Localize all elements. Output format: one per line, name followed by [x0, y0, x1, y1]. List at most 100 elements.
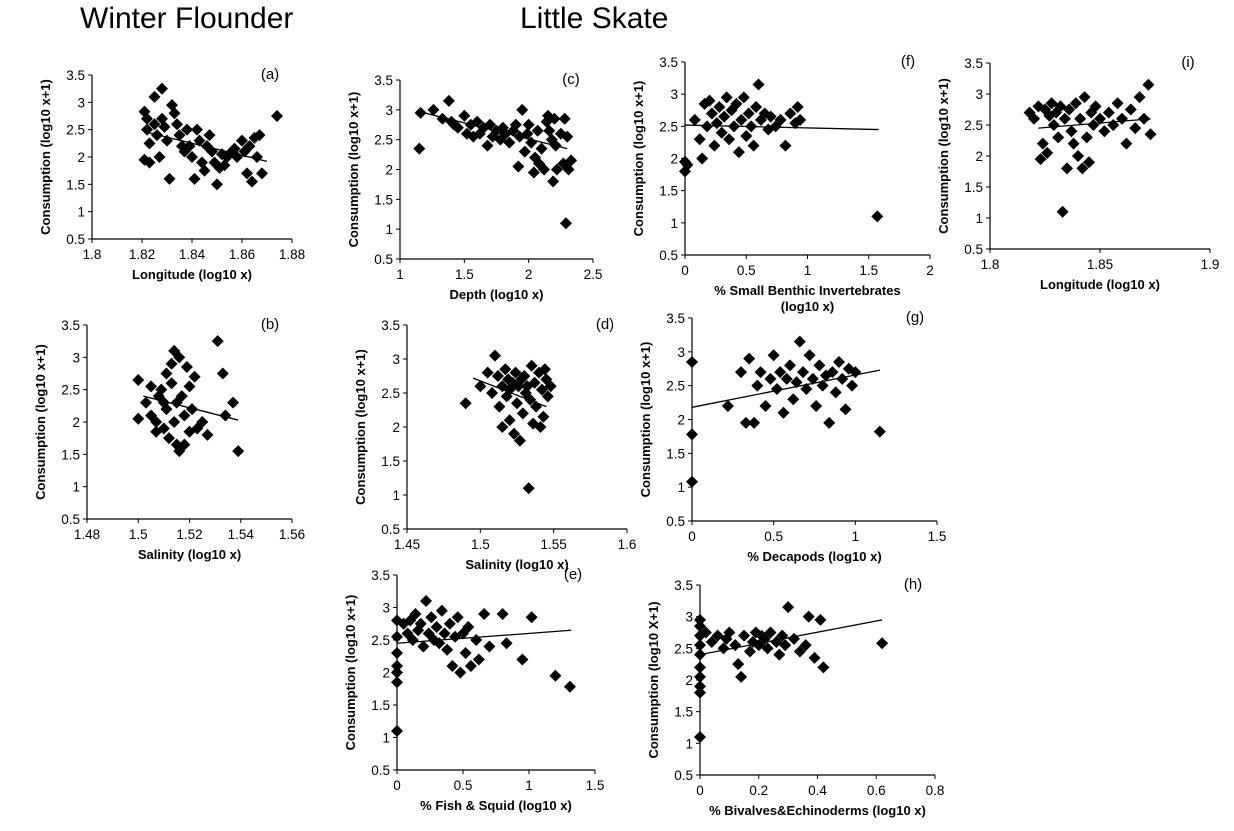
data-point [414, 617, 427, 630]
data-point [740, 129, 753, 142]
data-point [829, 386, 842, 399]
y-tick-label: 2 [677, 413, 685, 428]
y-tick-label: 2 [77, 150, 85, 165]
y-tick-label: 1 [685, 736, 693, 751]
data-point [1107, 119, 1120, 131]
data-point [181, 123, 193, 136]
y-tick-label: 3.5 [674, 578, 693, 593]
data-point [241, 167, 253, 180]
y-tick-label: 1 [392, 488, 400, 503]
panel-a: 0.5 1 1.5 2 2.5 3 3.5 1.8 1.82 1.84 1.86 1.88 Longit… [38, 66, 305, 282]
y-tick-label: 2.5 [659, 119, 678, 134]
x-tick-label: 2 [926, 263, 934, 278]
data-point [413, 142, 426, 155]
x-axis-label: Salinity (log10 x) [465, 557, 568, 572]
data-point [541, 109, 554, 122]
data-point [1098, 125, 1111, 138]
y-tick-label: 3 [385, 103, 393, 118]
data-point [397, 617, 410, 630]
data-point [723, 133, 736, 146]
data-point [531, 124, 544, 137]
panel-label: (b) [261, 316, 279, 333]
data-point [713, 101, 726, 114]
data-point [1094, 112, 1106, 125]
data-point [686, 475, 698, 488]
data-point [178, 409, 191, 422]
data-point [1067, 137, 1080, 150]
data-point [143, 156, 156, 169]
data-point [873, 425, 886, 438]
x-tick-label: 1.5 [859, 263, 878, 278]
trend-line [1038, 118, 1151, 129]
y-tick-label: 0.5 [374, 252, 393, 267]
data-point [791, 101, 804, 114]
data-point [1080, 131, 1093, 144]
y-tick-label: 1.5 [659, 184, 678, 199]
y-tick-label: 3.5 [964, 56, 983, 71]
data-point [1032, 100, 1045, 113]
data-point [735, 366, 747, 379]
data-point [1043, 109, 1056, 122]
data-point [503, 136, 516, 149]
y-tick-label: 0.5 [964, 242, 983, 257]
y-tick-label: 3.5 [371, 568, 390, 583]
x-tick-label: 1.48 [74, 527, 100, 542]
data-point [459, 647, 472, 659]
data-point [742, 107, 755, 120]
y-tick-label: 0.5 [371, 763, 390, 778]
data-point [150, 416, 163, 428]
data-point [1069, 97, 1082, 110]
data-point [793, 645, 806, 658]
data-point [1083, 156, 1095, 169]
trend-line [472, 377, 547, 408]
data-point [1061, 162, 1073, 175]
x-tick-label: 1.5 [928, 529, 947, 544]
x-tick-label: 1.5 [471, 537, 490, 552]
data-point [139, 396, 152, 409]
data-point [391, 666, 403, 679]
data-point [703, 94, 716, 107]
data-point [694, 670, 706, 683]
data-point [201, 428, 214, 441]
data-point [813, 359, 826, 372]
data-point [876, 637, 889, 650]
data-point [1102, 106, 1115, 119]
x-tick-label: 0.8 [926, 783, 945, 798]
data-point [414, 106, 427, 119]
x-axis-label: Longitude (log10 x) [132, 267, 252, 282]
data-point [173, 129, 186, 142]
y-tick-label: 1 [670, 216, 678, 231]
data-point [1076, 162, 1089, 175]
data-point [243, 140, 256, 153]
x-tick-label: 2.5 [584, 267, 603, 282]
data-point [723, 626, 736, 639]
data-point [819, 369, 832, 382]
y-tick-label: 3.5 [374, 73, 393, 88]
data-point [160, 403, 173, 416]
y-tick-label: 3 [975, 87, 983, 102]
x-tick-label: 0.4 [808, 783, 827, 798]
data-point [417, 640, 430, 653]
data-point [764, 372, 777, 385]
data-point [391, 725, 403, 737]
data-point [509, 118, 522, 131]
trend-line [146, 131, 268, 163]
data-point [478, 608, 491, 620]
data-point [521, 127, 534, 140]
x-tick-label: 1.5 [455, 267, 474, 282]
panel-label: (e) [564, 566, 582, 583]
data-point [705, 636, 718, 648]
data-point [699, 626, 712, 639]
data-point [178, 438, 191, 451]
data-point [486, 130, 499, 143]
data-point [481, 366, 494, 379]
data-point [499, 363, 512, 376]
data-point [810, 399, 823, 412]
x-axis-label: Longitude (log10 x) [1040, 277, 1160, 292]
data-point [188, 172, 201, 185]
data-point [427, 103, 440, 116]
data-point [522, 482, 535, 495]
data-point [550, 163, 563, 176]
data-point [694, 613, 706, 626]
data-point [826, 366, 839, 379]
